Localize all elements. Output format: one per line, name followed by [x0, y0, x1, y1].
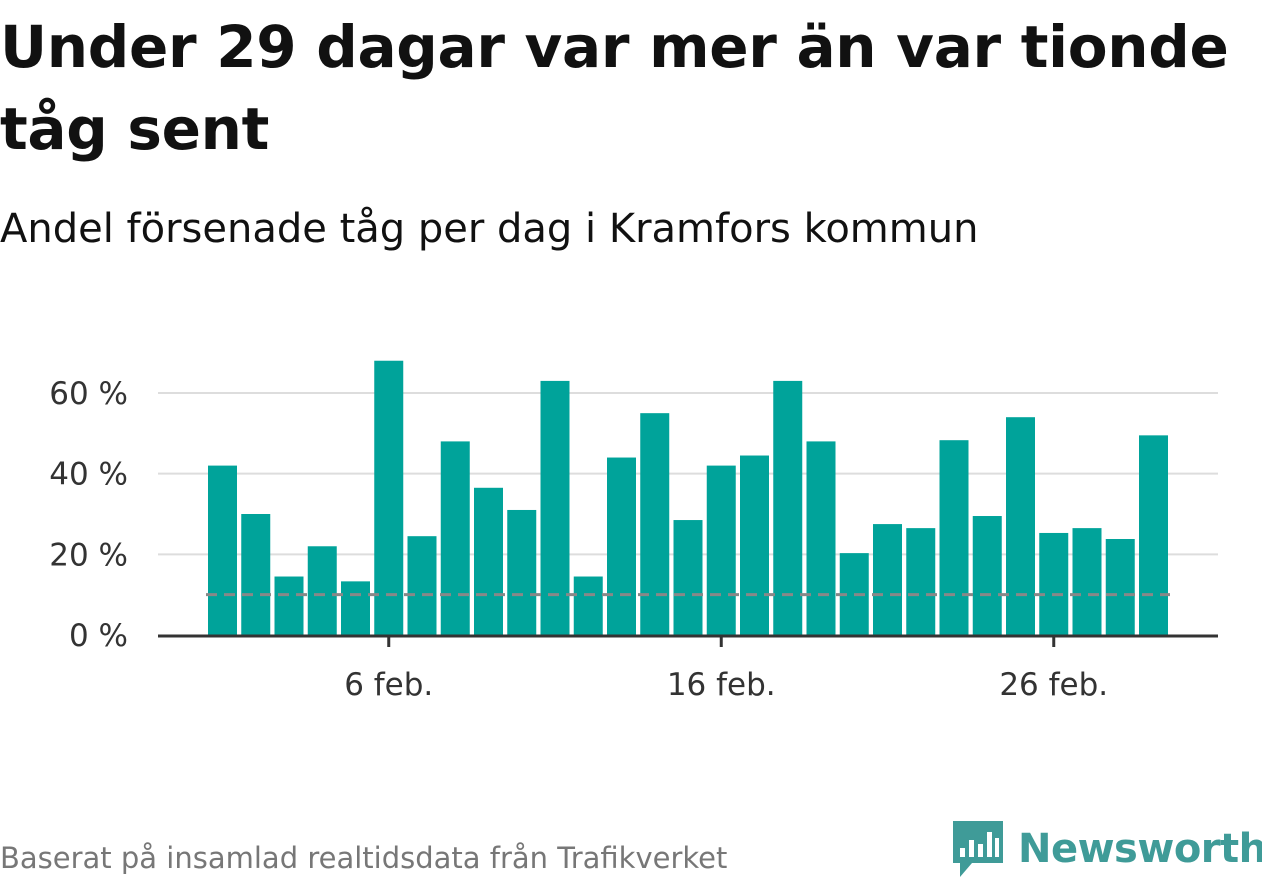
- bar: [507, 509, 537, 635]
- bar: [1139, 435, 1168, 635]
- x-tick-label: 16 feb.: [667, 667, 776, 703]
- y-tick-label: 40 %: [49, 457, 128, 493]
- bar: [1039, 532, 1069, 635]
- bar: [1072, 528, 1102, 635]
- bar: [341, 581, 370, 635]
- source-note: Baserat på insamlad realtidsdata från Tr…: [0, 841, 728, 875]
- bar: [573, 576, 603, 635]
- bar: [806, 441, 836, 635]
- bar: [540, 380, 570, 635]
- bar: [407, 536, 437, 635]
- newsworthy-logo-text: Newsworthy: [1018, 826, 1262, 872]
- bar: [873, 524, 902, 635]
- bar: [208, 465, 237, 635]
- bar: [241, 514, 271, 635]
- bar: [374, 360, 404, 635]
- y-tick-label: 0 %: [69, 618, 128, 654]
- x-tick-label: 6 feb.: [344, 667, 433, 703]
- x-tick-label: 26 feb.: [999, 667, 1108, 703]
- bar: [972, 516, 1002, 635]
- axes: 0 % 20 % 40 % 60 % 6 feb. 16 feb. 26 feb.: [49, 376, 1218, 703]
- bar: [474, 487, 503, 635]
- bar: [773, 380, 803, 635]
- bar: [906, 528, 936, 635]
- bar: [640, 413, 670, 635]
- bars: [208, 360, 1168, 635]
- bar: [274, 576, 304, 635]
- chart-subtitle: Andel försenade tåg per dag i Kramfors k…: [0, 206, 979, 252]
- bar: [706, 465, 736, 635]
- bar: [740, 455, 769, 635]
- bar: [1105, 539, 1135, 635]
- bar: [440, 441, 470, 635]
- bar: [307, 546, 337, 635]
- chart-title: Under 29 dagar var mer än var tionde tåg…: [0, 13, 1229, 163]
- bar: [1006, 417, 1035, 635]
- bar: [673, 520, 703, 635]
- y-tick-label: 20 %: [49, 537, 128, 573]
- newsworthy-logo-icon: [953, 821, 1003, 877]
- y-tick-label: 60 %: [49, 376, 128, 412]
- bar: [607, 457, 636, 635]
- newsworthy-logo: Newsworthy: [950, 818, 1262, 880]
- bar: [939, 440, 969, 635]
